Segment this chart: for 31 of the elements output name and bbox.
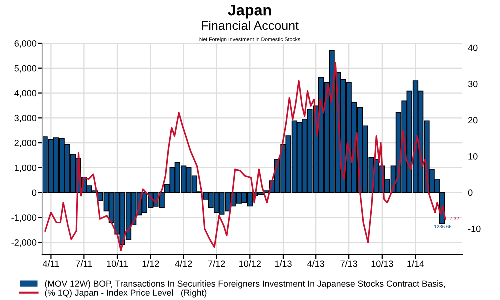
x-tick-label: 7/12: [208, 260, 226, 268]
y2-tick-label: 30: [468, 81, 478, 88]
legend-label: (% 1Q) Japan - Index Price Level (Right): [45, 290, 207, 298]
y2-tick-label: 20: [468, 117, 478, 124]
x-tick-label: 7/11: [76, 260, 92, 268]
y-tick-label: 3,000: [14, 115, 37, 123]
x-tick-label: 10/11: [107, 260, 128, 268]
x-tick-label: 1/13: [275, 260, 292, 268]
x-tick-label: 1/14: [408, 260, 424, 268]
y2-tick-label: 0: [468, 190, 473, 196]
x-tick-label: 10/12: [240, 260, 261, 268]
x-tick-label: 4/11: [42, 260, 60, 268]
y-tick-label: 4,000: [14, 90, 37, 98]
x-tick-label: 4/12: [175, 260, 192, 268]
x-tick-label: 4/13: [308, 260, 324, 268]
x-tick-label: 1/12: [142, 260, 160, 268]
y-tick-label: 2,000: [14, 140, 37, 148]
y-tick-label: -2,000: [12, 240, 37, 247]
chart-subtitle: Financial Account: [202, 21, 299, 30]
y-tick-label: 5,000: [14, 65, 37, 73]
y-tick-label: 1,000: [15, 164, 37, 172]
y-tick-label: 0: [32, 190, 37, 196]
y-tick-label: 6,000: [14, 40, 37, 48]
y-tick-label: -1,000: [12, 214, 37, 222]
x-tick-label: 10/13: [372, 260, 394, 268]
chart-title: Japan: [228, 5, 272, 19]
y2-tick-label: 10: [468, 153, 478, 160]
x-tick-label: 7/13: [340, 260, 358, 268]
y2-tick-label: -10: [468, 226, 481, 232]
legend-label: (MOV 12W) BOP, Transactions In Securities Foreigners Investment In Japanese Stocks Contract Basis,: [45, 280, 446, 289]
y2-tick-label: 40: [468, 44, 478, 52]
